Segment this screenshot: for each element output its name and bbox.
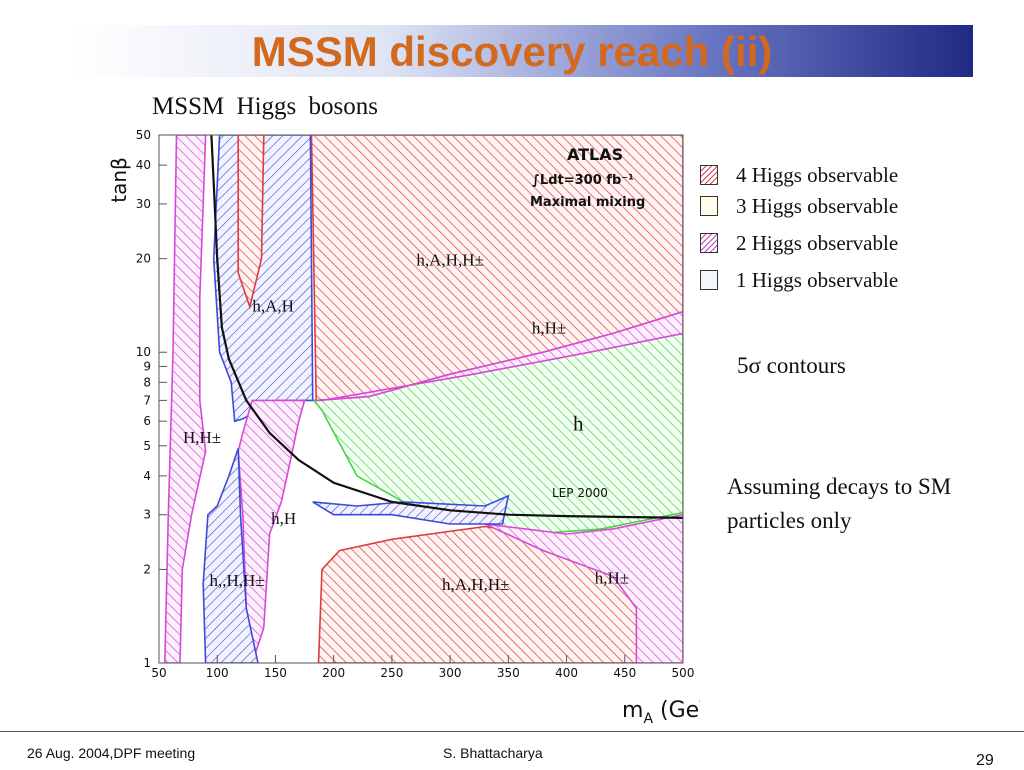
legend-swatch bbox=[700, 196, 718, 216]
region-label: h,H± bbox=[532, 318, 566, 337]
discovery-reach-plot: tanβ mA (GeV) 50100150200250300350400450… bbox=[107, 128, 700, 727]
footer-left: 26 Aug. 2004,DPF meeting bbox=[27, 745, 196, 761]
y-tick-label: 20 bbox=[136, 252, 151, 266]
region-label: h,A,H,H± bbox=[442, 575, 509, 594]
y-tick-label: 4 bbox=[143, 469, 151, 483]
title-bar bbox=[70, 25, 973, 77]
y-tick-label: 7 bbox=[143, 393, 151, 407]
ticks-group: 50 100 150 200 250 300 350 400 450 500 1 2 3 4 5 6 7 8 910… bbox=[136, 128, 695, 680]
region-label: h,,H,H± bbox=[209, 571, 264, 590]
region-5 bbox=[163, 135, 207, 663]
legend-label: 1 Higgs observable bbox=[736, 268, 899, 292]
region-10 bbox=[237, 135, 265, 310]
x-axis-label: mA (GeV) bbox=[622, 698, 700, 727]
chart-title: MSSM Higgs bosons bbox=[152, 93, 378, 120]
region-label: h,H bbox=[271, 509, 296, 528]
x-tick-label: 150 bbox=[264, 666, 287, 680]
legend-label: 3 Higgs observable bbox=[736, 194, 899, 218]
plot-frame bbox=[158, 134, 684, 664]
curves-group bbox=[210, 135, 683, 519]
y-tick-label: 2 bbox=[143, 562, 151, 576]
x-tick-label: 250 bbox=[380, 666, 403, 680]
footer-divider bbox=[0, 731, 1024, 732]
y-tick-label: 6 bbox=[143, 414, 151, 428]
legend-label: 4 Higgs observable bbox=[736, 163, 899, 187]
legend-swatch bbox=[700, 165, 718, 185]
region-4 bbox=[484, 513, 683, 663]
mixing-label: Maximal mixing bbox=[530, 195, 645, 210]
legend-label: 2 Higgs observable bbox=[736, 231, 899, 255]
region-8 bbox=[202, 448, 259, 663]
y-tick-label: 3 bbox=[143, 508, 151, 522]
regions-group bbox=[163, 135, 683, 663]
region-label: h bbox=[573, 411, 584, 435]
y-tick-label: 40 bbox=[136, 158, 151, 172]
legend-swatch bbox=[700, 270, 718, 290]
luminosity-label: ∫Ldt=300 fb⁻¹ bbox=[532, 173, 634, 188]
legend-swatch bbox=[700, 233, 718, 253]
y-axis-label: tanβ bbox=[107, 157, 131, 203]
footer-author: S. Bhattacharya bbox=[443, 745, 543, 761]
lep-limit-curve bbox=[210, 135, 683, 519]
x-tick-label: 100 bbox=[206, 666, 229, 680]
atlas-label: ATLAS bbox=[567, 145, 623, 164]
y-tick-label: 1 bbox=[143, 656, 151, 670]
y-tick-label: 10 bbox=[136, 345, 151, 359]
region-label: h,H± bbox=[595, 569, 629, 588]
region-labels-group: h,A,H,H± h,A,H h,H± h H,H± h,H h,,H,H± h,A,H,H±… bbox=[183, 251, 629, 594]
x-tick-label: 400 bbox=[555, 666, 578, 680]
lep-label: LEP 2000 bbox=[552, 486, 608, 500]
y-tick-label: 5 bbox=[143, 439, 151, 453]
region-2 bbox=[316, 310, 683, 402]
x-tick-label: 450 bbox=[613, 666, 636, 680]
y-tick-label: 50 bbox=[136, 128, 151, 142]
region-label: H,H± bbox=[183, 428, 221, 447]
x-tick-label: 50 bbox=[151, 666, 166, 680]
x-tick-label: 300 bbox=[439, 666, 462, 680]
x-tick-label: 200 bbox=[322, 666, 345, 680]
region-label: h,A,H bbox=[252, 297, 294, 316]
region-label: h,A,H,H± bbox=[416, 251, 483, 270]
contours-note: 5σ contours bbox=[737, 353, 846, 378]
region-9 bbox=[312, 494, 510, 525]
y-tick-label: 9 bbox=[143, 359, 151, 373]
x-tick-label: 350 bbox=[497, 666, 520, 680]
x-tick-label: 500 bbox=[672, 666, 695, 680]
page-number: 29 bbox=[976, 752, 994, 769]
slide-title: MSSM discovery reach (ii) bbox=[251, 28, 773, 75]
y-tick-label: 30 bbox=[136, 197, 151, 211]
y-tick-label: 8 bbox=[143, 375, 151, 389]
assumption-note: Assuming decays to SM particles only bbox=[727, 474, 952, 533]
